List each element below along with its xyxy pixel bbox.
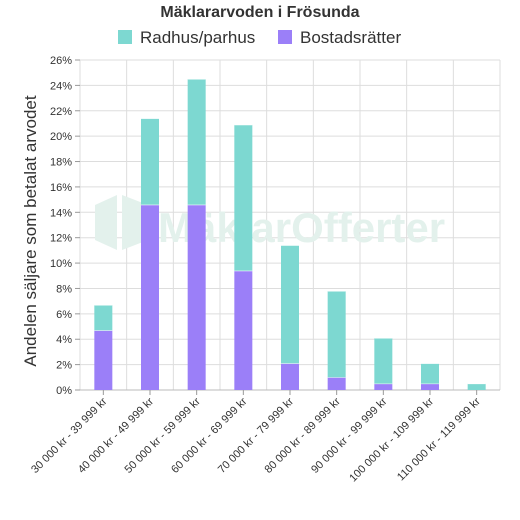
y-tick-label: 10% [50, 258, 72, 270]
bar-bostadsratter [421, 383, 439, 390]
y-tick-label: 20% [50, 131, 72, 143]
y-tick-label: 12% [50, 233, 72, 245]
bars [94, 78, 486, 390]
y-axis-ticks: 0% 2% 4% 6% 8% 10% 12% 14% 16% 18% 20% 22% 24% 26% [50, 55, 80, 397]
y-tick-label: 24% [50, 80, 72, 92]
bar-radhus [374, 337, 393, 384]
y-tick-label: 0% [56, 385, 72, 397]
legend-swatch-bostadsratter [278, 30, 292, 44]
y-tick-label: 22% [50, 106, 72, 118]
bar-radhus [141, 118, 159, 205]
bar-bostadsratter [281, 363, 299, 390]
y-tick-label: 14% [50, 207, 72, 219]
bar-bostadsratter [327, 377, 346, 390]
y-tick-label: 4% [56, 334, 72, 346]
x-tick-label: 110 000 kr - 119 999 kr [395, 395, 483, 483]
bar-radhus [421, 363, 439, 384]
legend-swatch-radhus [118, 30, 132, 44]
bar-bostadsratter [141, 204, 159, 390]
bar-bostadsratter [374, 383, 393, 390]
y-tick-label: 2% [56, 360, 72, 372]
bar-radhus [327, 291, 346, 378]
y-axis-label: Andelen säljare som betalat arvodet [21, 95, 40, 366]
watermark-logo-left [95, 195, 117, 250]
bar-radhus [467, 383, 486, 390]
bar-bostadsratter [234, 270, 253, 390]
legend-label-radhus: Radhus/parhus [140, 28, 255, 47]
bar-radhus [94, 304, 113, 331]
bar-bostadsratter [94, 330, 113, 390]
bar-radhus [187, 79, 206, 205]
x-tick-label: 30 000 kr - 39 999 kr [29, 395, 109, 475]
bar-radhus [281, 245, 299, 364]
legend: Radhus/parhus Bostadsrätter [118, 28, 401, 47]
watermark-text: MäklarOfferter [158, 204, 445, 251]
bar-radhus [234, 124, 253, 271]
x-tick-label: 100 000 kr - 109 999 kr [347, 395, 436, 484]
watermark: MäklarOfferter [95, 195, 445, 251]
y-tick-label: 26% [50, 55, 72, 67]
bar-bostadsratter [187, 204, 206, 390]
y-tick-label: 18% [50, 157, 72, 169]
chart-title: Mäklararvoden i Frösunda [160, 4, 359, 21]
y-tick-label: 6% [56, 309, 72, 321]
y-tick-label: 8% [56, 283, 72, 295]
legend-label-bostadsratter: Bostadsrätter [300, 28, 401, 47]
y-tick-label: 16% [50, 182, 72, 194]
